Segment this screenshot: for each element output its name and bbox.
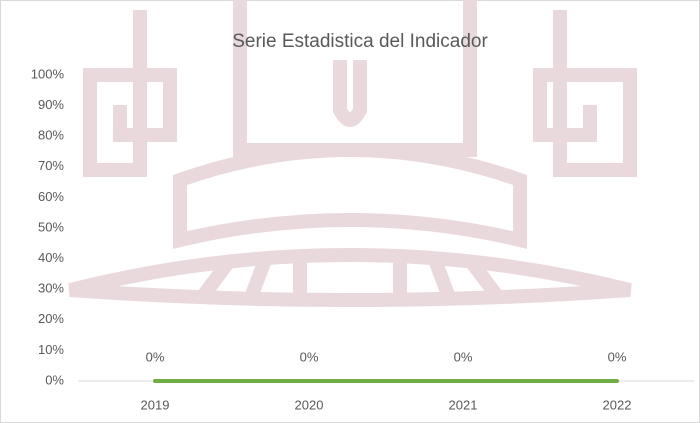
- data-label: 0%: [454, 349, 473, 364]
- x-tick-label: 2022: [603, 397, 632, 412]
- data-label: 0%: [300, 349, 319, 364]
- y-tick-label: 60%: [38, 189, 64, 204]
- x-tick-label: 2020: [295, 397, 324, 412]
- y-tick-label: 20%: [38, 311, 64, 326]
- y-tick-label: 50%: [38, 219, 64, 234]
- y-tick-label: 10%: [38, 342, 64, 357]
- y-tick-label: 70%: [38, 158, 64, 173]
- y-tick-label: 80%: [38, 128, 64, 143]
- data-label: 0%: [146, 349, 165, 364]
- y-tick-label: 40%: [38, 250, 64, 265]
- y-tick-label: 100%: [31, 66, 65, 81]
- data-label: 0%: [608, 349, 627, 364]
- x-tick-label: 2019: [141, 397, 170, 412]
- y-tick-label: 30%: [38, 281, 64, 296]
- chart-title: Serie Estadistica del Indicador: [232, 31, 488, 52]
- y-tick-label: 0%: [45, 372, 64, 387]
- watermark: [68, 0, 637, 307]
- y-tick-label: 90%: [38, 97, 64, 112]
- x-tick-label: 2021: [449, 397, 478, 412]
